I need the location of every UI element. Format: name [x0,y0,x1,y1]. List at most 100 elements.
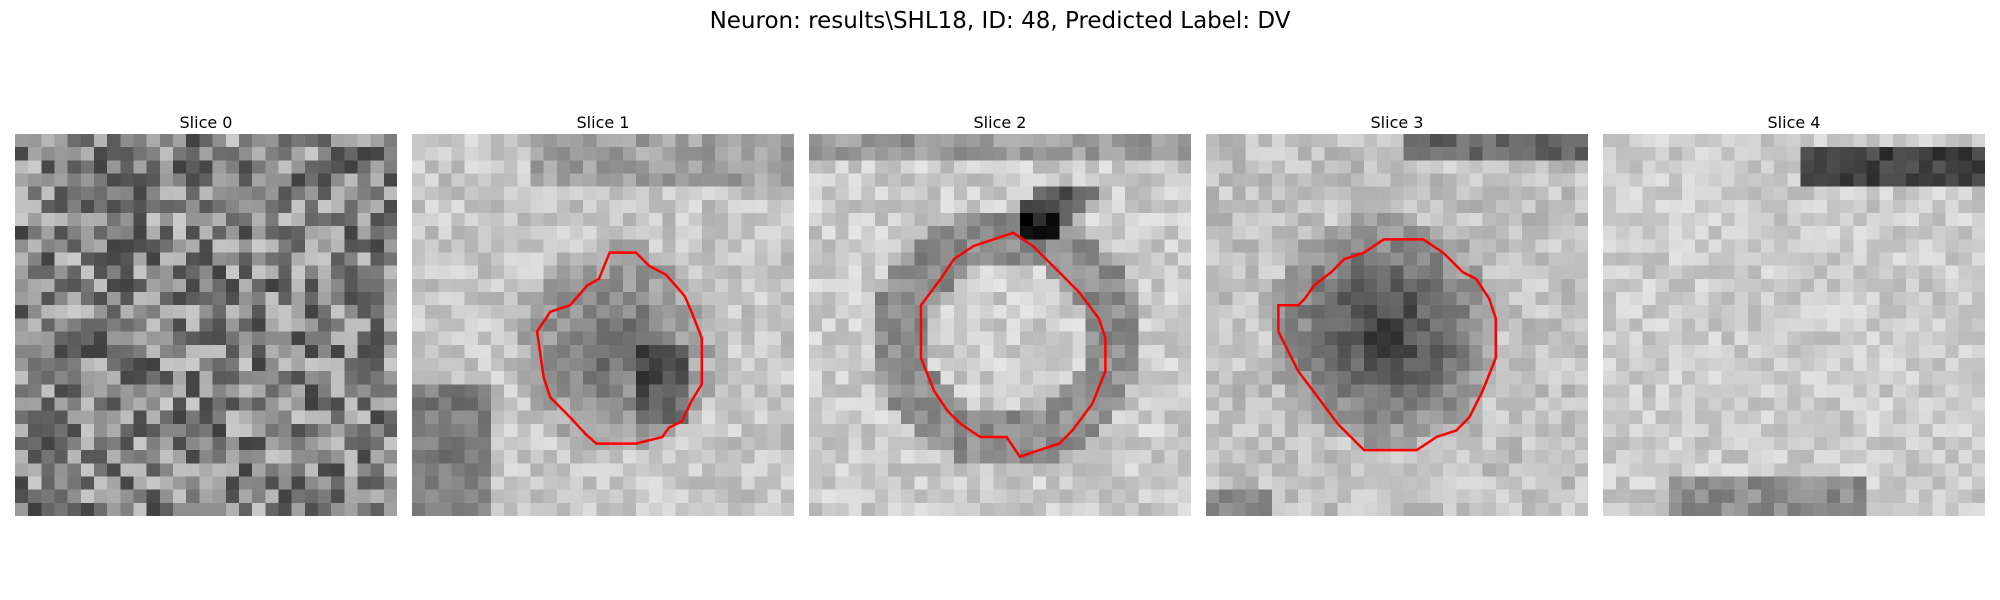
pixel [370,502,385,516]
pixel [383,384,397,399]
pixel [662,436,677,451]
pixel [1219,489,1233,504]
pixel [888,278,902,293]
pixel [133,160,148,175]
pixel [1019,436,1034,451]
pixel [1032,292,1047,306]
pixel [1085,213,1100,227]
pixel [688,436,703,451]
pixel [517,489,532,504]
pixel [1866,318,1881,333]
pixel [675,463,690,478]
pixel [1813,489,1828,504]
pixel [344,489,359,504]
pixel [504,397,518,412]
pixel [1840,147,1854,161]
pixel [556,450,571,464]
pixel [1958,173,1973,188]
pixel [1271,147,1286,161]
pixel [1682,489,1696,504]
pixel [1125,489,1139,504]
pixel [662,344,677,359]
pixel [1892,213,1907,227]
pixel [212,199,227,214]
pixel [477,357,492,372]
pixel [1271,410,1286,425]
pixel [1111,344,1126,359]
pixel [901,450,915,464]
pixel [491,450,505,464]
pixel [583,331,598,346]
pixel [993,292,1008,306]
pixel [1879,213,1894,227]
pixel [1853,292,1868,306]
pixel [1245,239,1260,254]
pixel [1603,436,1617,451]
pixel [714,318,729,333]
pixel [1469,305,1484,320]
pixel [1761,357,1775,372]
pixel [370,305,385,320]
pixel [1853,502,1868,516]
pixel [767,292,782,306]
pixel [688,186,703,201]
pixel [1006,213,1021,227]
pixel [1390,199,1405,214]
pixel [1482,173,1497,188]
pixel [940,489,955,504]
pixel [1853,239,1868,254]
pixel [133,423,148,438]
pixel [1548,397,1563,412]
pixel [1443,265,1457,280]
pixel [41,397,56,412]
pixel [477,265,492,280]
pixel [28,450,42,464]
pixel [1271,160,1286,175]
pixel [252,252,266,267]
pixel [54,318,69,333]
pixel [1245,384,1260,399]
pixel [662,502,677,516]
pixel [1138,213,1153,227]
pixel [1826,450,1841,464]
pixel [383,147,397,161]
pixel [451,147,466,161]
pixel [1495,371,1510,385]
pixel [1892,160,1907,175]
pixel [1879,147,1894,161]
pixel [517,226,532,240]
pixel [543,160,558,175]
pixel [609,371,624,385]
pixel [1761,463,1775,478]
pixel [1443,463,1457,478]
pixel [701,502,716,516]
pixel [1311,410,1326,425]
pixel [1708,239,1723,254]
pixel [1206,463,1220,478]
pixel [1416,173,1431,188]
pixel [370,278,385,293]
pixel [357,239,372,254]
pixel [622,371,637,385]
pixel [874,160,889,175]
pixel [1840,226,1854,240]
pixel [1535,186,1550,201]
pixel [1787,384,1802,399]
pixel [1046,147,1060,161]
pixel [1932,318,1947,333]
pixel [1682,252,1696,267]
pixel [940,357,955,372]
pixel [583,423,598,438]
pixel [1840,213,1854,227]
pixel [265,239,280,254]
pixel [993,502,1008,516]
pixel [1574,134,1588,148]
pixel [1971,436,1985,451]
pixel [1364,423,1378,438]
pixel [1098,278,1113,293]
pixel [1629,384,1644,399]
pixel [861,384,876,399]
pixel [980,450,995,464]
pixel [1642,423,1657,438]
pixel [1919,423,1933,438]
